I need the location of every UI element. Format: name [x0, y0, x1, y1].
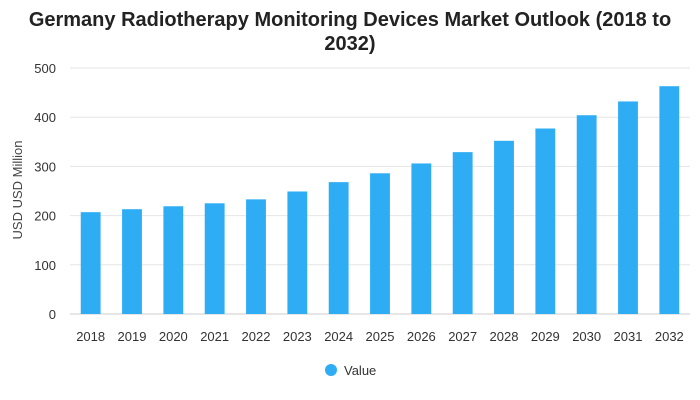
y-tick-label: 0 [49, 307, 56, 322]
y-axis-title: USD USD Million [10, 141, 25, 240]
x-tick-label: 2022 [242, 329, 271, 344]
legend-marker-value [325, 364, 337, 376]
x-tick-label: 2028 [490, 329, 519, 344]
bar-2025[interactable] [370, 173, 390, 314]
x-tick-label: 2030 [572, 329, 601, 344]
bar-2022[interactable] [246, 199, 266, 314]
y-tick-label: 400 [34, 110, 56, 125]
bar-2026[interactable] [411, 163, 432, 314]
y-tick-label: 100 [34, 258, 56, 273]
bar-2020[interactable] [163, 206, 184, 314]
x-tick-label: 2032 [655, 329, 684, 344]
bars [80, 86, 680, 315]
bar-2028[interactable] [494, 140, 514, 314]
bar-2023[interactable] [287, 191, 308, 314]
bar-2019[interactable] [122, 209, 142, 314]
legend-label-value: Value [344, 363, 376, 378]
bar-2018[interactable] [80, 212, 101, 314]
bar-2021[interactable] [204, 203, 225, 314]
legend[interactable]: Value [325, 363, 376, 378]
y-axis-ticks: 0 100 200 300 400 500 [34, 61, 56, 322]
x-tick-label: 2019 [118, 329, 147, 344]
y-tick-label: 500 [34, 61, 56, 76]
bar-2027[interactable] [452, 152, 473, 314]
x-tick-label: 2031 [614, 329, 643, 344]
bar-2032[interactable] [659, 86, 680, 314]
x-tick-label: 2023 [283, 329, 312, 344]
bar-2031[interactable] [618, 101, 638, 315]
x-tick-label: 2018 [76, 329, 105, 344]
y-tick-label: 300 [34, 159, 56, 174]
chart-title: Germany Radiotherapy Monitoring Devices … [28, 9, 672, 55]
bar-2029[interactable] [535, 128, 556, 314]
x-tick-label: 2029 [531, 329, 560, 344]
x-tick-label: 2026 [407, 329, 436, 344]
bar-2030[interactable] [576, 115, 597, 315]
y-tick-label: 200 [34, 209, 56, 224]
x-tick-label: 2020 [159, 329, 188, 344]
x-axis-ticks: 2018 2019 2020 2021 2022 2023 2024 2025 2026 2027… [76, 329, 684, 344]
x-tick-label: 2027 [448, 329, 477, 344]
bar-2024[interactable] [328, 182, 349, 314]
x-tick-label: 2024 [324, 329, 353, 344]
x-tick-label: 2021 [200, 329, 229, 344]
x-tick-label: 2025 [366, 329, 395, 344]
